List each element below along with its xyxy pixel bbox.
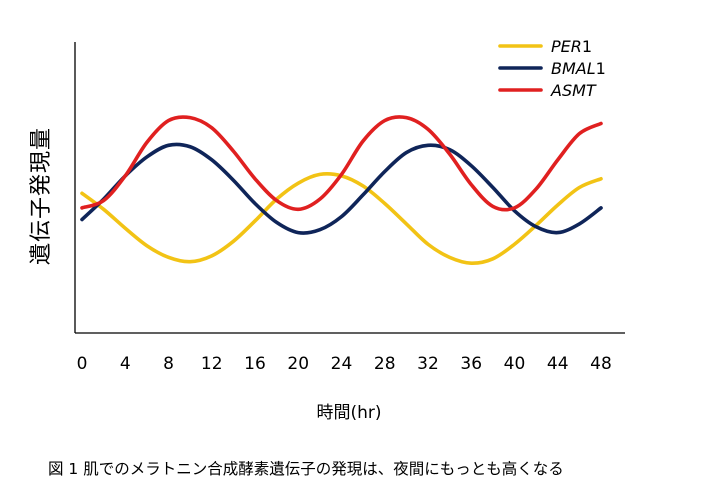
x-tick-label: 28 — [374, 354, 396, 374]
figure-caption: 図 1 肌でのメラトニン合成酵素遺伝子の発現は、夜間にもっとも高くなる — [48, 460, 564, 478]
series-line-asmt — [80, 115, 603, 212]
x-tick-label: 12 — [201, 354, 223, 374]
x-tick-label: 16 — [244, 354, 266, 374]
legend-label-bmal1: BMAL1 — [551, 59, 606, 78]
legend: PER1 BMAL1 ASMT — [498, 37, 606, 100]
x-tick-labels: 0 4 8 12 16 20 24 28 32 36 40 44 48 — [77, 354, 612, 374]
legend-label-per1: PER1 — [551, 37, 592, 56]
series-line-bmal1 — [80, 142, 603, 235]
x-tick-label: 32 — [417, 354, 439, 374]
x-tick-label: 44 — [547, 354, 569, 374]
x-axis-label: 時間(hr) — [316, 403, 381, 423]
series-lines — [80, 115, 603, 265]
x-tick-label: 36 — [460, 354, 482, 374]
legend-label-asmt: ASMT — [550, 81, 597, 100]
y-axis-label: 遺伝子発現量 — [29, 127, 54, 265]
x-tick-label: 8 — [163, 354, 174, 374]
x-tick-label: 0 — [77, 354, 88, 374]
x-tick-label: 20 — [287, 354, 309, 374]
x-tick-label: 40 — [504, 354, 526, 374]
x-tick-label: 24 — [331, 354, 353, 374]
x-tick-label: 48 — [590, 354, 612, 374]
x-tick-label: 4 — [120, 354, 131, 374]
